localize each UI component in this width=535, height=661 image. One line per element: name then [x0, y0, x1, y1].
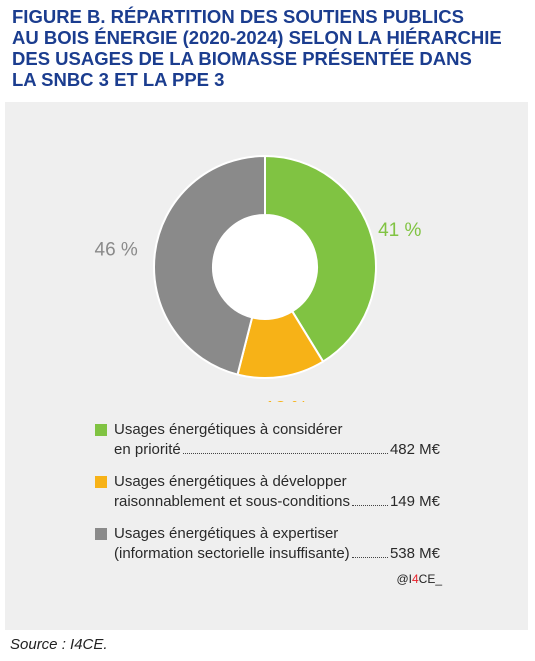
chart-panel: 41 % 13 % 46 % Usages énergétiques à consi… — [5, 102, 528, 630]
leader-dots — [351, 505, 388, 506]
title-line: AU BOIS ÉNERGIE (2020-2024) SELON LA HIÉ… — [12, 27, 502, 48]
legend-label-line1: Usages énergétiques à expertiser — [114, 525, 339, 542]
legend-item-develop: Usages énergétiques à développer raisonn… — [95, 472, 440, 512]
legend-swatch-green — [95, 424, 107, 436]
donut-chart: 41 % 13 % 46 % — [95, 154, 421, 402]
legend-swatch-orange — [95, 476, 107, 488]
figure-title: FIGURE B. RÉPARTITION DES SOUTIENS PUBLI… — [12, 6, 527, 90]
legend-value: 482 M€ — [389, 441, 440, 458]
legend-label-line2: en priorité — [114, 441, 181, 458]
legend-item-expertise: Usages énergétiques à expertiser (inform… — [95, 524, 440, 564]
legend-label-line1: Usages énergétiques à développer — [114, 473, 347, 490]
title-line: DES USAGES DE LA BIOMASSE PRÉSENTÉE DANS — [12, 48, 472, 69]
label-41-percent: 41 % — [378, 220, 421, 241]
leader-dots — [351, 557, 388, 558]
legend-value: 538 M€ — [389, 545, 440, 562]
legend-swatch-grey — [95, 528, 107, 540]
leader-dots — [182, 453, 388, 454]
donut-hole — [213, 215, 317, 319]
legend-item-priority: Usages énergétiques à considérer en prio… — [95, 420, 440, 460]
legend-label-line2: raisonnablement et sous-conditions — [114, 493, 350, 510]
label-46-percent: 46 % — [95, 239, 138, 260]
title-line: FIGURE B. RÉPARTITION DES SOUTIENS PUBLI… — [12, 6, 464, 27]
title-line: LA SNBC 3 ET LA PPE 3 — [12, 69, 225, 90]
legend-label-line1: Usages énergétiques à considérer — [114, 421, 343, 438]
chart-legend: Usages énergétiques à considérer en prio… — [95, 420, 440, 576]
label-13-percent: 13 % — [265, 398, 308, 402]
legend-label-line2: (information sectorielle insuffisante) — [114, 545, 350, 562]
credit-logo: @I4CE_ — [396, 572, 442, 586]
legend-value: 149 M€ — [389, 493, 440, 510]
source-note: Source : I4CE. — [10, 636, 108, 653]
